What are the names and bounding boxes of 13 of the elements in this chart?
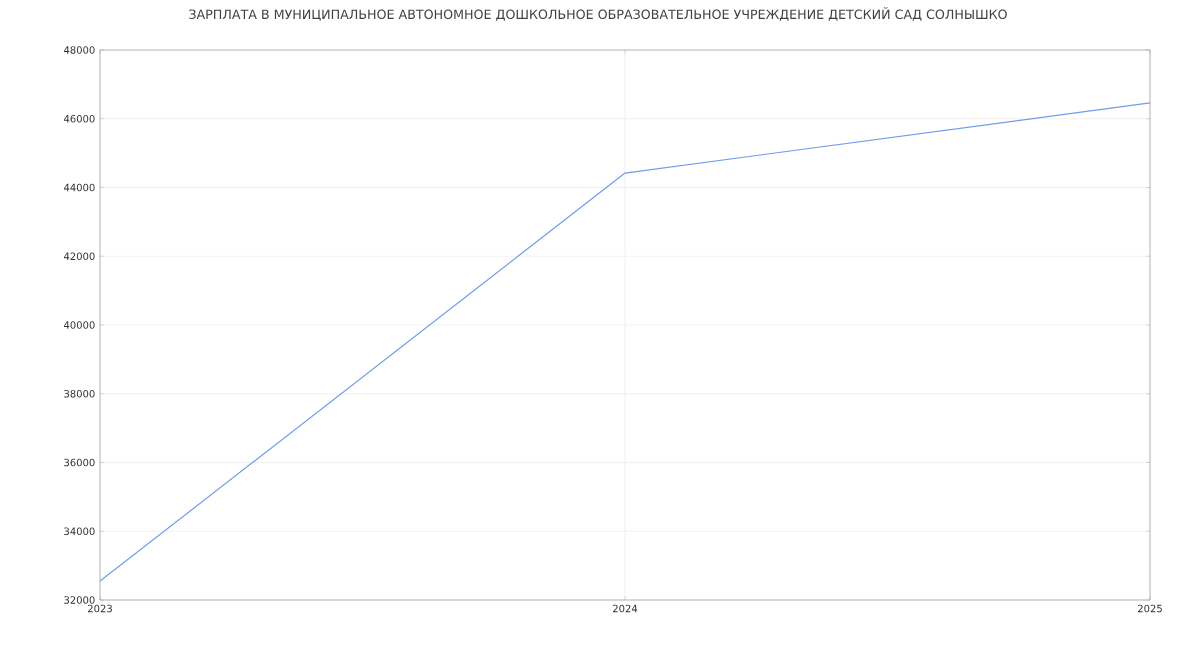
x-tick-label: 2025 <box>1138 604 1162 613</box>
y-tick-label: 46000 <box>63 114 95 123</box>
y-tick-label: 40000 <box>63 321 95 329</box>
y-tick-label: 48000 <box>63 46 95 54</box>
chart-title: ЗАРПЛАТА В МУНИЦИПАЛЬНОЕ АВТОНОМНОЕ ДОШКОЛЬНОЕ ОБРАЗОВАТЕЛЬНОЕ УЧРЕЖДЕНИЕ ДЕТСКИЙ САД СОЛНЫШКО <box>189 7 1007 21</box>
y-tick-label: 44000 <box>63 183 95 192</box>
y-tick-label: 32000 <box>64 596 95 604</box>
y-tick-label: 36000 <box>64 458 95 467</box>
x-tick-label: 2024 <box>613 604 638 613</box>
y-tick-label: 38000 <box>64 389 95 398</box>
y-tick-label: 34000 <box>64 527 95 536</box>
x-tick-label: 2023 <box>88 604 112 613</box>
y-tick-label: 42000 <box>63 252 95 261</box>
